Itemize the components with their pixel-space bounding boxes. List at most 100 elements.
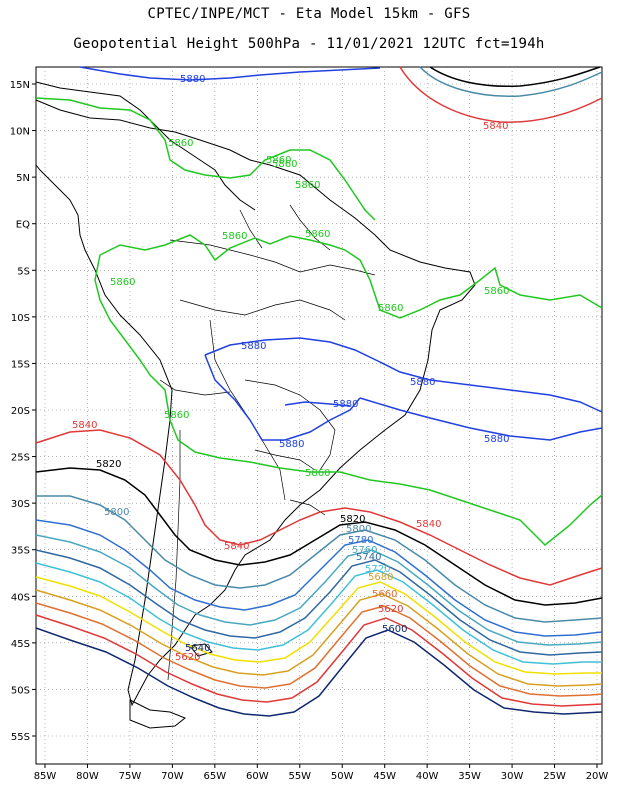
contour-5760 (35, 534, 603, 646)
lon-tick-label: 50W (331, 771, 354, 782)
lat-tick-label: 10S (11, 313, 30, 324)
contour-label: 5820 (340, 514, 365, 525)
contour-label: 5720 (365, 564, 390, 575)
contour-label: 5880 (410, 377, 435, 388)
contour-label: 5800 (346, 524, 371, 535)
tierra-del-fuego (129, 699, 186, 729)
lat-tick-label: 15N (10, 80, 30, 91)
lat-tick-label: 5N (16, 173, 30, 184)
coastlines (35, 81, 476, 729)
title-line-1: CPTEC/INPE/MCT - Eta Model 15km - GFS (147, 6, 471, 22)
contour-label: 5760 (352, 545, 377, 556)
contour-label: 5860 (295, 180, 320, 191)
lat-tick-label: 40S (11, 592, 30, 603)
contours (35, 66, 603, 717)
contour-label: 5600 (382, 624, 407, 635)
lat-tick-label: EQ (16, 220, 30, 231)
contour-5820-mid (35, 467, 603, 606)
contour-5880-mid (204, 337, 603, 413)
lon-tick-label: 65W (204, 771, 227, 782)
contour-label: 5880 (333, 399, 358, 410)
lon-tick-label: 80W (76, 771, 99, 782)
contour-5740 (35, 549, 603, 656)
contour-5880-loop (204, 354, 361, 441)
contour-5820-north (429, 66, 601, 88)
contour-label: 5860 (266, 155, 291, 166)
lat-tick-label: 20S (11, 406, 30, 417)
lat-tick-label: 30S (11, 499, 30, 510)
lat-tick-label: 55S (11, 732, 30, 743)
lon-tick-label: 55W (288, 771, 311, 782)
contour-label: 5880 (241, 341, 266, 352)
lon-tick-label: 25W (543, 771, 566, 782)
contour-5860-mid (99, 234, 603, 319)
lon-tick-label: 75W (119, 771, 142, 782)
lon-tick-label: 45W (373, 771, 396, 782)
contour-label: 5840 (72, 420, 97, 431)
contour-label: 5860 (305, 229, 330, 240)
lat-tick-label: 45S (11, 639, 30, 650)
lat-tick-label: 5S (17, 266, 30, 277)
contour-label: 5820 (96, 459, 121, 470)
contour-label: 5860 (164, 410, 189, 421)
title-line-2: Geopotential Height 500hPa - 11/01/2021 … (73, 36, 545, 52)
contour-5840-mid (35, 429, 603, 586)
contour-label: 5800 (104, 507, 129, 518)
contour-5680 (35, 589, 603, 687)
graticule (36, 67, 602, 764)
contour-label: 5620 (378, 604, 403, 615)
lon-tick-label: 60W (246, 771, 269, 782)
contour-5880-inner (284, 401, 351, 407)
lat-tick-label: 10N (10, 127, 30, 138)
central-america-coast (35, 81, 256, 211)
contour-5860-west (94, 254, 603, 547)
contour-label: 5880 (180, 74, 205, 85)
lat-tick-label: 25S (11, 453, 30, 464)
contour-label: 5740 (356, 552, 381, 563)
lon-tick-label: 30W (501, 771, 524, 782)
contour-5800-north (419, 66, 603, 97)
contour-5780 (35, 519, 603, 637)
lat-tick-label: 15S (11, 359, 30, 370)
contour-5660 (35, 602, 603, 697)
contour-label: 5860 (484, 286, 509, 297)
contour-5860-north (35, 97, 376, 221)
contour-5880-south (359, 397, 603, 441)
contour-label: 5860 (110, 277, 135, 288)
contour-label: 5840 (224, 541, 249, 552)
country-borders (159, 204, 376, 681)
lon-tick-label: 35W (458, 771, 481, 782)
contour-5640 (35, 614, 603, 707)
contour-labels: 5880 5860 5860 5860 5860 5860 5860 5860 … (72, 74, 509, 663)
contour-5880-north (79, 66, 381, 81)
lat-tick-label: 50S (11, 685, 30, 696)
falklands (189, 643, 213, 657)
contour-label: 5860 (378, 303, 403, 314)
south-america-coastline (35, 99, 476, 707)
lon-tick-label: 20W (586, 771, 609, 782)
contour-label: 5840 (416, 519, 441, 530)
contour-5620 (35, 627, 603, 717)
contour-label: 5620 (175, 652, 200, 663)
contour-label: 5860 (222, 231, 247, 242)
contour-label: 5640 (185, 643, 210, 654)
contour-5720 (35, 562, 602, 665)
contour-5800 (36, 495, 603, 623)
contour-label: 5780 (348, 535, 373, 546)
contour-label: 5880 (484, 434, 509, 445)
contour-label: 5860 (168, 138, 193, 149)
contour-5700 (35, 576, 602, 675)
lon-tick-label: 85W (34, 771, 57, 782)
contour-label: 5660 (372, 589, 397, 600)
lon-tick-label: 40W (416, 771, 439, 782)
contour-label: 5860 (272, 159, 297, 170)
axis-ticks: 15N 10N 5N EQ 5S 10S 15S 20S 25S 30S 35S 40S 45S 50S 5… (10, 80, 609, 782)
lat-tick-label: 35S (11, 546, 30, 557)
contour-label: 5860 (305, 468, 330, 479)
contour-label: 5880 (279, 439, 304, 450)
contour-label: 5680 (368, 572, 393, 583)
contour-5840-north (399, 66, 603, 123)
contour-label: 5840 (483, 121, 508, 132)
lon-tick-label: 70W (161, 771, 184, 782)
